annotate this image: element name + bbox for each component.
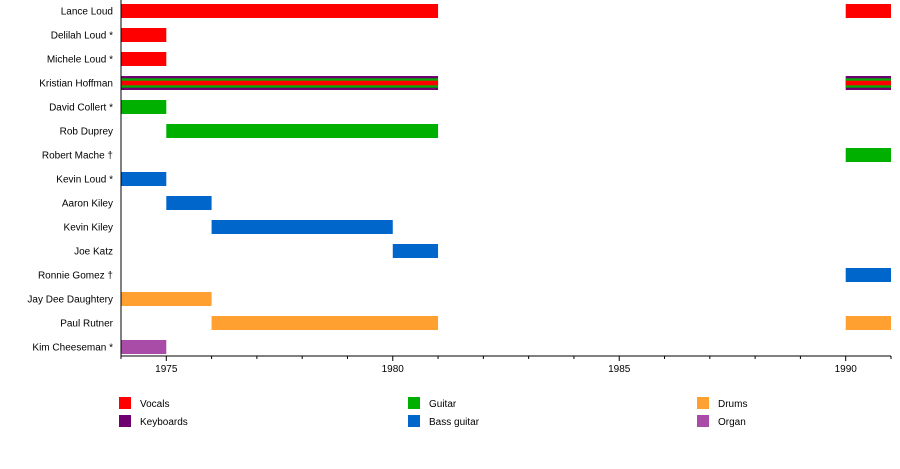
bar-drums xyxy=(845,316,891,330)
bar-bass-guitar xyxy=(166,196,212,210)
member-label: Delilah Loud * xyxy=(51,31,113,42)
member-label: Kim Cheeseman * xyxy=(32,343,113,354)
legend-swatch xyxy=(408,397,420,409)
bar-vocals xyxy=(845,4,891,18)
bar-vocals xyxy=(121,28,167,42)
x-tick-label: 1975 xyxy=(155,364,178,375)
legend-label: Bass guitar xyxy=(429,417,480,428)
x-tick-label: 1990 xyxy=(835,364,858,375)
legend-label: Drums xyxy=(718,399,747,410)
x-tick-label: 1985 xyxy=(608,364,631,375)
bar-vocals xyxy=(121,80,439,86)
legend-swatch xyxy=(119,397,131,409)
bar-organ xyxy=(121,340,167,354)
legend-swatch xyxy=(408,415,420,427)
member-label: Michele Loud * xyxy=(47,55,113,66)
legend-label: Organ xyxy=(718,417,746,428)
x-tick-label: 1980 xyxy=(382,364,405,375)
member-label: Aaron Kiley xyxy=(62,199,113,210)
bar-drums xyxy=(121,292,212,306)
bar-bass-guitar xyxy=(392,244,439,258)
bar-vocals xyxy=(845,80,891,86)
legend-label: Keyboards xyxy=(140,417,188,428)
member-label: Lance Loud xyxy=(61,7,113,18)
legend-swatch xyxy=(119,415,131,427)
legend-swatch xyxy=(697,397,709,409)
bar-guitar xyxy=(845,148,891,162)
bar-vocals xyxy=(121,4,439,18)
bar-drums xyxy=(211,316,439,330)
member-label: Ronnie Gomez † xyxy=(38,271,113,282)
member-label: Kristian Hoffman xyxy=(39,79,113,90)
bar-bass-guitar xyxy=(845,268,891,282)
legend-label: Guitar xyxy=(429,399,457,410)
member-label: Paul Rutner xyxy=(60,319,113,330)
member-label: Jay Dee Daughtery xyxy=(27,295,113,306)
member-label: David Collert * xyxy=(49,103,113,114)
member-label: Kevin Kiley xyxy=(64,223,113,234)
member-label: Kevin Loud * xyxy=(56,175,113,186)
member-label: Joe Katz xyxy=(74,247,113,258)
bar-bass-guitar xyxy=(211,220,393,234)
bar-vocals xyxy=(121,52,167,66)
bar-guitar xyxy=(121,100,167,114)
legend-label: Vocals xyxy=(140,399,169,410)
legend-swatch xyxy=(697,415,709,427)
bar-guitar xyxy=(166,124,439,138)
member-label: Rob Duprey xyxy=(60,127,113,138)
bar-bass-guitar xyxy=(121,172,167,186)
member-label: Robert Mache † xyxy=(42,151,113,162)
